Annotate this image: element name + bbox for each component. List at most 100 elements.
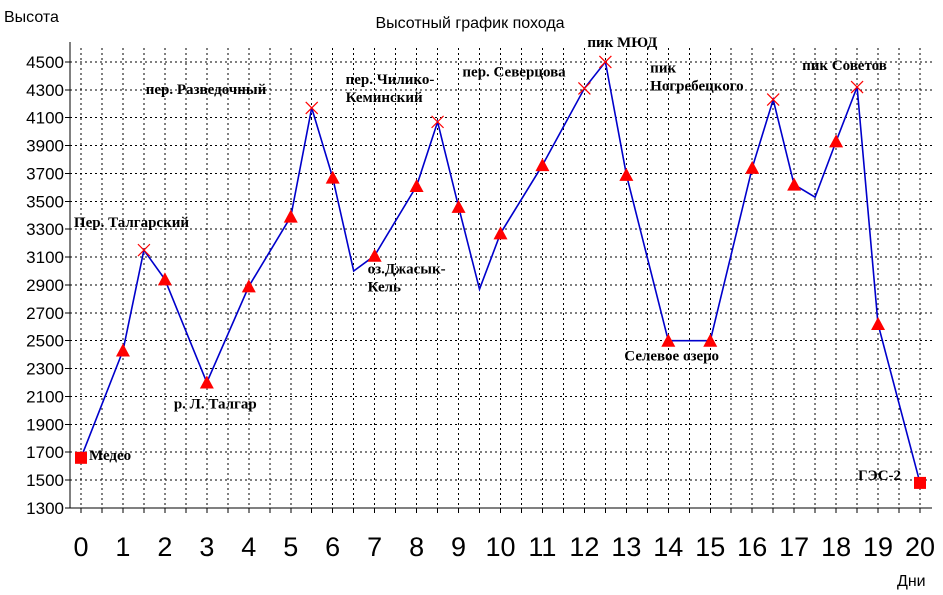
x-tick-label: 4 — [241, 532, 256, 562]
triangle-marker — [703, 333, 718, 347]
cross-marker — [137, 243, 151, 257]
triangle-marker — [787, 177, 802, 191]
cross-marker-stroke — [305, 101, 319, 115]
point-label: пер. Разведочный — [146, 82, 267, 98]
y-tick-label: 1500 — [26, 471, 64, 490]
triangle-marker — [367, 248, 382, 262]
point-label-line: пик — [650, 61, 676, 77]
triangle-marker — [325, 170, 340, 184]
square-marker — [914, 476, 926, 489]
y-tick-label: 3900 — [26, 137, 64, 156]
triangle-marker — [157, 272, 172, 286]
y-tick-label: 4100 — [26, 109, 64, 128]
x-tick-label: 8 — [409, 532, 424, 562]
axes — [65, 42, 932, 513]
x-tick-label: 16 — [737, 532, 767, 562]
y-tick-label: 1900 — [26, 415, 64, 434]
cross-marker — [431, 115, 444, 129]
x-tick-label: 14 — [653, 532, 683, 562]
point-label-line: Кеминский — [346, 90, 423, 106]
cross-marker-stroke — [766, 93, 780, 107]
x-tick-label: 20 — [905, 532, 935, 562]
point-label: Медео — [89, 448, 131, 464]
cross-marker — [766, 93, 780, 107]
point-label: оз.Джасык- Кель — [368, 262, 446, 296]
point-label-line: оз.Джасык- — [368, 262, 446, 278]
y-tick-label: 1300 — [26, 499, 64, 518]
y-tick-label: 1700 — [26, 443, 64, 462]
x-tick-label: 15 — [695, 532, 725, 562]
x-axis-label: Дни — [897, 573, 926, 590]
triangle-marker — [493, 226, 508, 240]
y-tick-label: 4500 — [26, 53, 64, 72]
point-label: пер. Чилико- Кеминский — [346, 72, 435, 106]
cross-marker-stroke — [850, 80, 864, 94]
cross-marker — [305, 101, 319, 115]
cross-marker — [577, 81, 591, 95]
point-label: р. Л. Талгар — [174, 397, 257, 413]
cross-marker-stroke — [137, 243, 151, 257]
x-tick-label: 2 — [157, 532, 172, 562]
triangle-marker — [409, 179, 424, 192]
triangle-marker — [871, 317, 886, 330]
x-tick-label: 3 — [199, 532, 214, 562]
triangle-marker — [535, 158, 550, 172]
point-label: пик Советов — [802, 58, 887, 74]
triangle-marker — [745, 160, 760, 174]
point-label: пер. Северцова — [462, 64, 566, 80]
markers — [75, 55, 926, 489]
x-tick-label: 18 — [821, 532, 851, 562]
y-tick-label: 3500 — [26, 192, 64, 211]
triangle-marker — [661, 333, 676, 347]
triangle-marker — [241, 279, 256, 293]
cross-marker — [850, 80, 864, 94]
cross-marker-stroke — [598, 55, 612, 69]
point-label: ГЭС-2 — [858, 468, 901, 484]
x-tick-label: 7 — [367, 532, 382, 562]
point-label: пик МЮД — [587, 35, 658, 51]
triangle-marker — [619, 167, 634, 181]
triangle-marker — [283, 209, 298, 223]
x-tick-label: 10 — [485, 532, 515, 562]
x-tick-label: 9 — [451, 532, 466, 562]
cross-marker-stroke — [577, 81, 591, 95]
y-tick-label: 3700 — [26, 164, 64, 183]
y-tick-label: 3300 — [26, 220, 64, 239]
point-label-line: Кель — [368, 280, 401, 296]
y-tick-label: 2700 — [26, 304, 64, 323]
y-tick-label: 3100 — [26, 248, 64, 267]
x-tick-label: 19 — [863, 532, 893, 562]
x-tick-label: 17 — [779, 532, 809, 562]
x-tick-label: 5 — [283, 532, 298, 562]
cross-marker-stroke — [431, 115, 444, 129]
x-tick-label: 13 — [611, 532, 641, 562]
x-tick-label: 0 — [73, 532, 88, 562]
square-marker — [75, 451, 87, 464]
y-tick-label: 2300 — [26, 360, 64, 379]
y-tick-label: 2900 — [26, 276, 64, 295]
triangle-marker — [451, 199, 466, 213]
chart-title: Высотный график похода — [375, 15, 564, 32]
y-tick-label: 2100 — [26, 387, 64, 406]
grid — [70, 48, 932, 509]
point-label: Пер. Талгарский — [74, 215, 189, 231]
point-label: пик Ногребецкого — [650, 61, 743, 95]
cross-marker — [598, 55, 612, 69]
point-label-line: пер. Чилико- — [346, 72, 435, 88]
x-tick-label: 11 — [528, 532, 556, 562]
x-tick-labels: 0 1 2 3 4 5 6 7 8 9 10 11 12 13 14 15 16 17 18 19 20 — [73, 532, 935, 562]
triangle-marker — [199, 375, 214, 389]
y-tick-label: 4300 — [26, 81, 64, 100]
triangle-marker — [829, 134, 844, 148]
x-tick-label: 12 — [569, 532, 599, 562]
y-tick-label: 2500 — [26, 332, 64, 351]
y-tick-labels: 1300 1500 1700 1900 2100 2300 2500 2700 2900 3100… — [26, 53, 64, 518]
point-label-line: Ногребецкого — [650, 79, 743, 95]
triangle-marker — [115, 343, 130, 357]
x-tick-label: 6 — [325, 532, 340, 562]
x-tick-label: 1 — [115, 532, 130, 562]
point-labels: Медео Пер. Талгарский р. Л. Талгар пер. Раз… — [74, 35, 901, 484]
y-axis-label: Высота — [4, 9, 59, 26]
